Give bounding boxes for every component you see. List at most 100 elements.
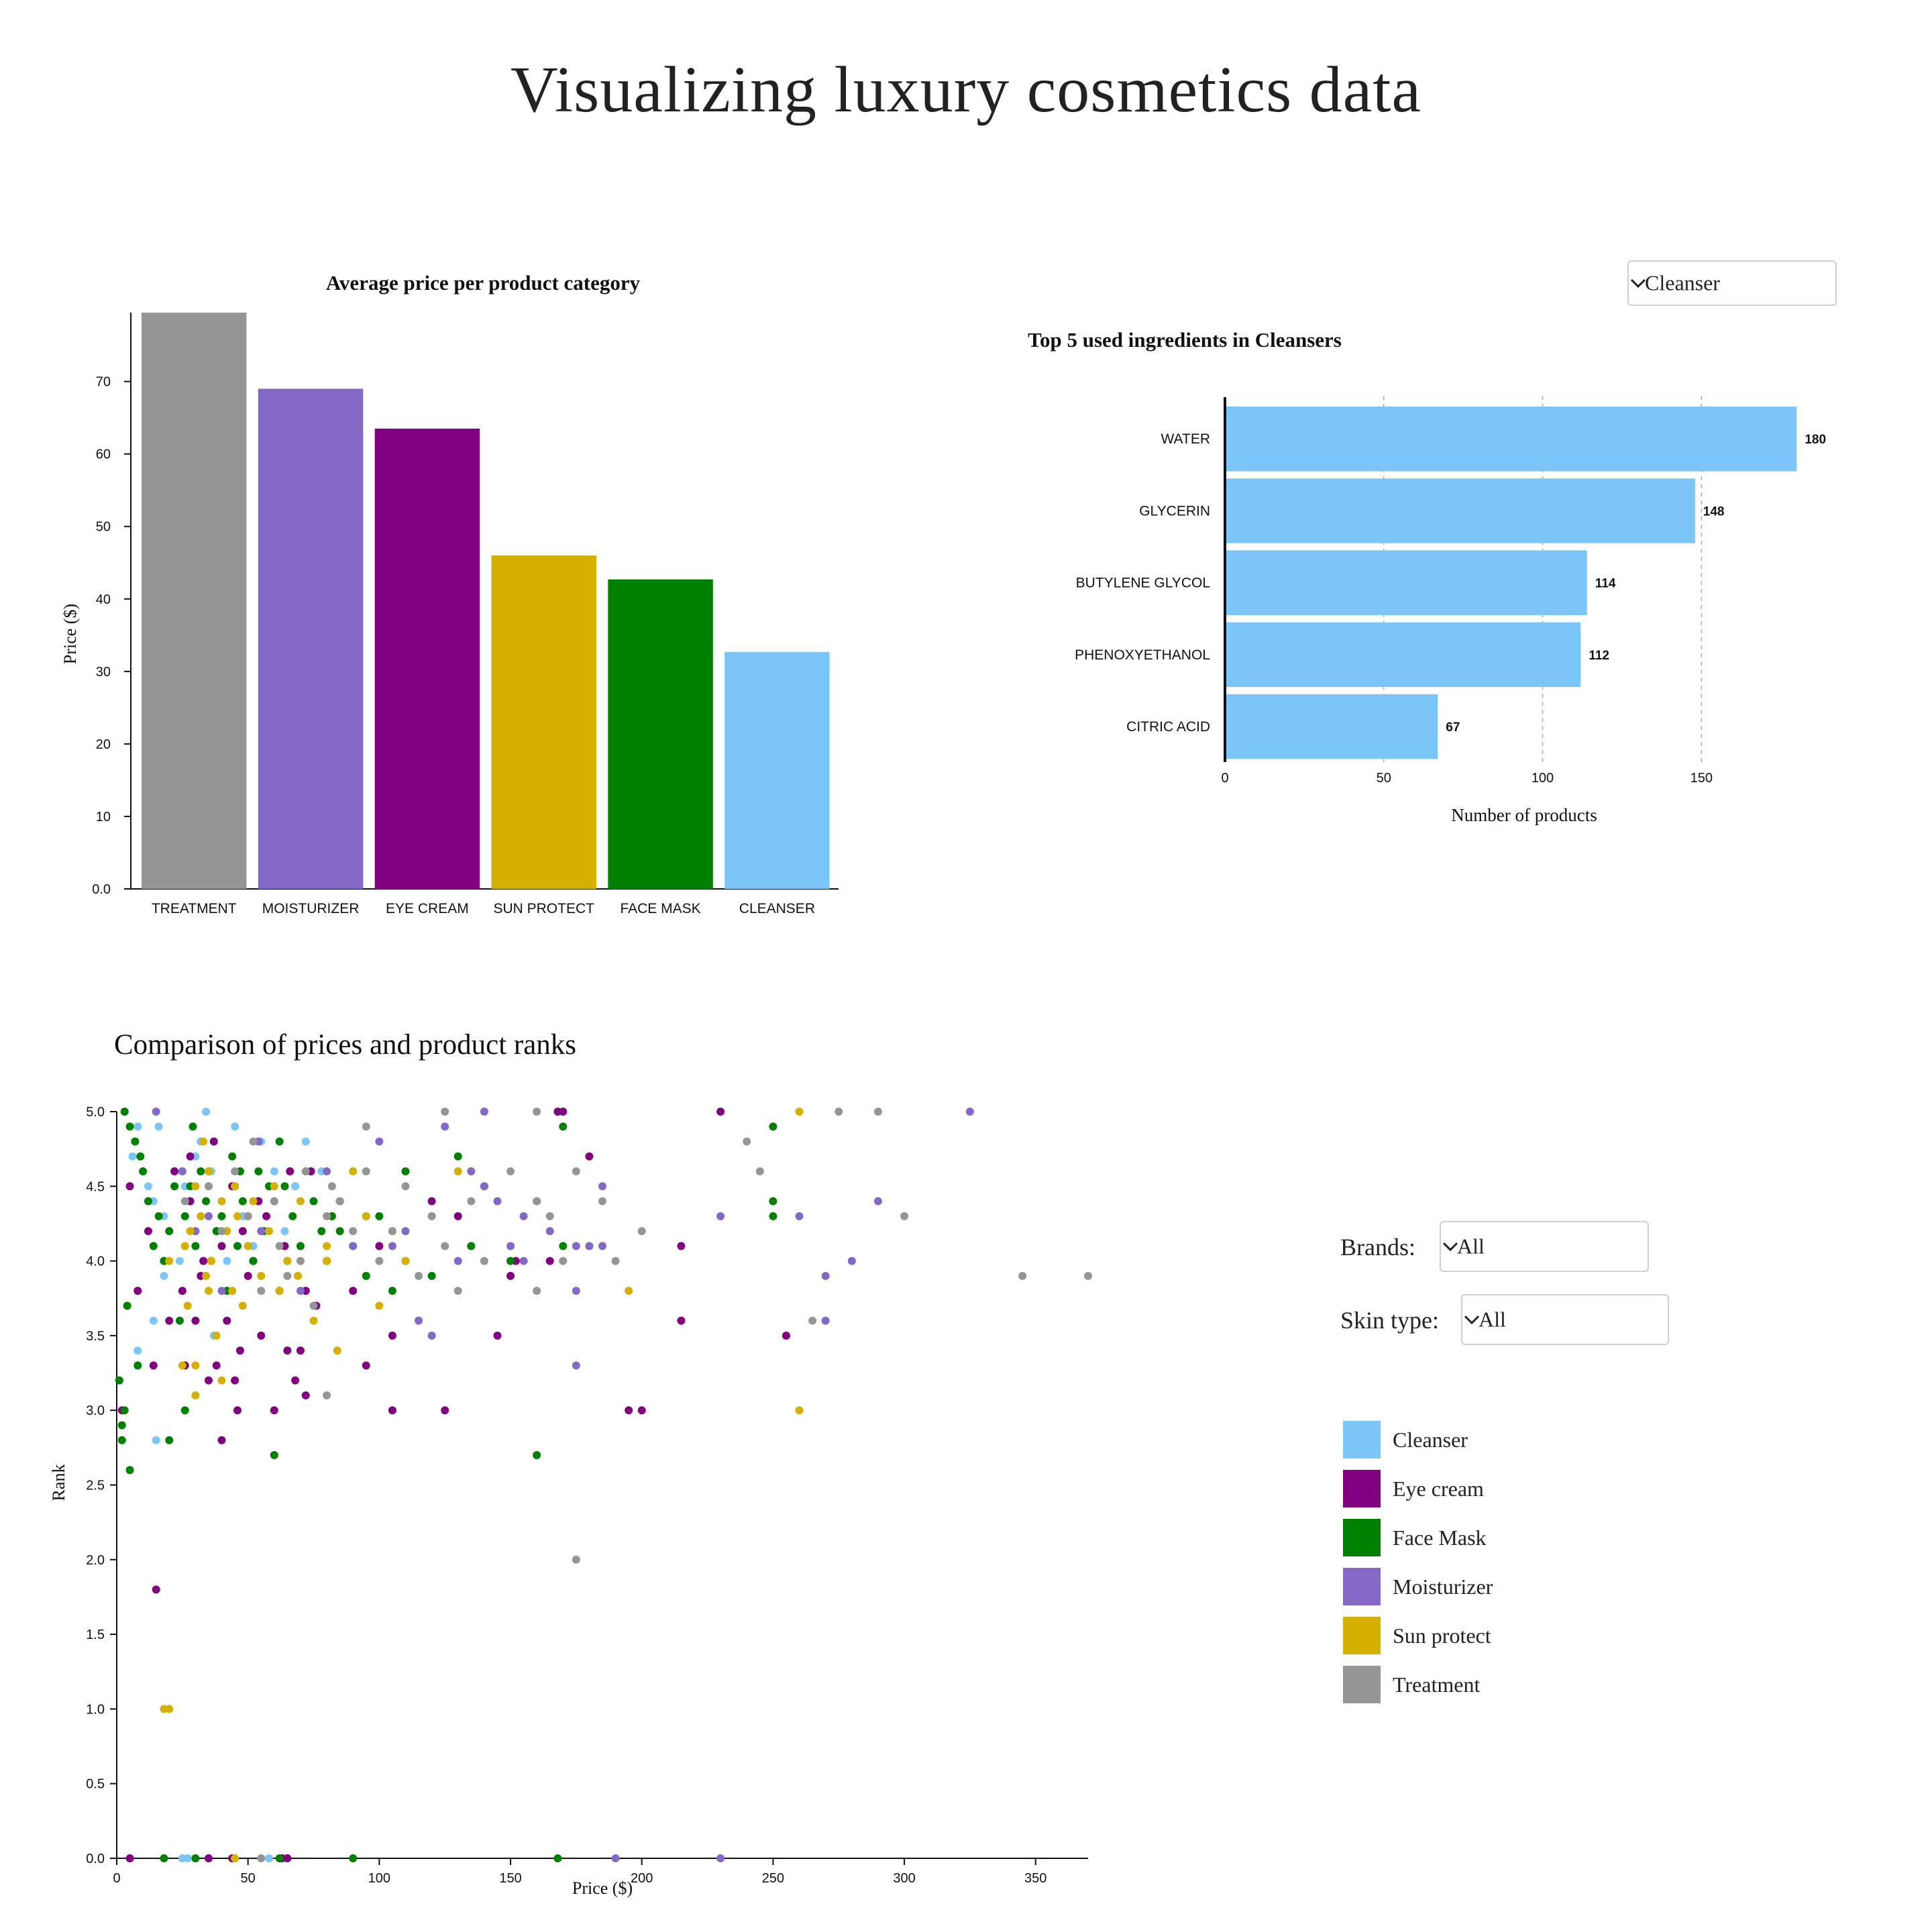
- point-sun-protect: [401, 1257, 410, 1265]
- point-face-mask: [249, 1257, 258, 1265]
- point-eye-cream: [286, 1167, 294, 1176]
- point-moisturizer: [598, 1182, 606, 1191]
- legend-item-face-mask[interactable]: Face Mask: [1343, 1519, 1544, 1558]
- legend-item-treatment[interactable]: Treatment: [1343, 1666, 1544, 1705]
- y-tick-label: 0.5: [86, 1777, 105, 1792]
- bar-sun-protect: [491, 555, 596, 889]
- point-sun-protect: [795, 1108, 804, 1116]
- point-face-mask: [160, 1854, 168, 1862]
- y-tick-label: 60: [96, 447, 111, 462]
- point-moisturizer: [480, 1182, 488, 1191]
- point-treatment: [362, 1167, 370, 1176]
- point-treatment: [217, 1227, 226, 1236]
- point-eye-cream: [204, 1376, 213, 1385]
- point-treatment: [249, 1137, 258, 1146]
- point-face-mask: [388, 1287, 396, 1295]
- point-face-mask: [506, 1257, 515, 1265]
- x-tick-label: 100: [1532, 771, 1554, 786]
- brands-select[interactable]: All: [1440, 1221, 1649, 1272]
- legend-item-sun-protect[interactable]: Sun protect: [1343, 1617, 1544, 1656]
- point-sun-protect: [228, 1287, 237, 1295]
- ingredient-bar: [1225, 407, 1797, 472]
- point-face-mask: [254, 1167, 263, 1176]
- point-face-mask: [117, 1436, 126, 1444]
- point-sun-protect: [323, 1242, 331, 1250]
- point-sun-protect: [294, 1271, 303, 1280]
- brands-label: Brands:: [1340, 1234, 1415, 1261]
- point-sun-protect: [186, 1227, 195, 1236]
- point-treatment: [283, 1271, 292, 1280]
- point-face-mask: [453, 1152, 462, 1161]
- point-face-mask: [349, 1854, 358, 1862]
- point-eye-cream: [283, 1346, 292, 1355]
- x-tick-label: MOISTURIZER: [262, 901, 360, 916]
- point-face-mask: [401, 1167, 410, 1176]
- legend-label: Moisturizer: [1393, 1575, 1493, 1599]
- y-tick-label: WATER: [1161, 431, 1211, 447]
- point-sun-protect: [233, 1212, 242, 1220]
- point-sun-protect: [191, 1182, 200, 1191]
- point-face-mask: [228, 1152, 237, 1161]
- point-eye-cream: [388, 1406, 396, 1415]
- point-sun-protect: [249, 1197, 258, 1206]
- legend-item-moisturizer[interactable]: Moisturizer: [1343, 1568, 1544, 1607]
- ingredients-chart-xlabel: Number of products: [1451, 805, 1597, 825]
- point-face-mask: [136, 1152, 145, 1161]
- point-eye-cream: [165, 1316, 174, 1325]
- point-eye-cream: [270, 1406, 278, 1415]
- point-sun-protect: [197, 1212, 205, 1220]
- legend-swatch: [1343, 1568, 1381, 1605]
- point-eye-cream: [637, 1406, 646, 1415]
- point-face-mask: [427, 1271, 436, 1280]
- point-eye-cream: [217, 1242, 226, 1250]
- y-tick-label: 2.0: [86, 1553, 105, 1568]
- point-eye-cream: [170, 1167, 179, 1176]
- legend-item-eye-cream[interactable]: Eye cream: [1343, 1470, 1544, 1509]
- point-eye-cream: [625, 1406, 633, 1415]
- point-eye-cream: [677, 1316, 686, 1325]
- x-tick-label: 150: [499, 1871, 521, 1886]
- point-face-mask: [189, 1122, 197, 1131]
- legend-label: Face Mask: [1393, 1526, 1487, 1550]
- x-tick-label: EYE CREAM: [386, 901, 469, 916]
- point-sun-protect: [231, 1854, 239, 1862]
- point-cleanser: [149, 1316, 158, 1325]
- point-treatment: [533, 1287, 541, 1295]
- point-sun-protect: [202, 1271, 211, 1280]
- legend-swatch: [1343, 1519, 1381, 1556]
- legend-item-cleanser[interactable]: Cleanser: [1343, 1421, 1544, 1460]
- legend-swatch: [1343, 1666, 1381, 1703]
- y-tick-label: 30: [96, 665, 111, 680]
- chevron-down-icon: [1630, 278, 1646, 288]
- point-eye-cream: [144, 1227, 152, 1236]
- point-moisturizer: [821, 1316, 830, 1325]
- x-tick-label: TREATMENT: [152, 901, 237, 916]
- value-label: 148: [1703, 504, 1725, 519]
- point-treatment: [598, 1197, 606, 1206]
- point-cleanser: [270, 1167, 278, 1176]
- point-treatment: [309, 1301, 318, 1310]
- brands-select-value: All: [1457, 1234, 1485, 1259]
- category-select[interactable]: Cleanser: [1627, 260, 1837, 306]
- point-treatment: [180, 1197, 189, 1206]
- bar-cleanser: [724, 651, 830, 889]
- point-cleanser: [133, 1122, 142, 1131]
- point-face-mask: [217, 1212, 226, 1220]
- point-eye-cream: [149, 1361, 158, 1370]
- legend-label: Sun protect: [1393, 1624, 1491, 1648]
- point-treatment: [900, 1212, 909, 1220]
- point-eye-cream: [506, 1271, 515, 1280]
- scatter-title: Comparison of prices and product ranks: [114, 1029, 576, 1061]
- point-treatment: [506, 1167, 515, 1176]
- point-sun-protect: [349, 1167, 358, 1176]
- ingredient-bar: [1225, 622, 1581, 688]
- point-cleanser: [128, 1152, 137, 1161]
- point-eye-cream: [362, 1361, 370, 1370]
- point-treatment: [301, 1167, 310, 1176]
- point-treatment: [453, 1287, 462, 1295]
- point-face-mask: [191, 1854, 200, 1862]
- x-tick-label: 50: [1377, 771, 1391, 786]
- skin-type-select[interactable]: All: [1461, 1294, 1669, 1345]
- point-eye-cream: [716, 1108, 725, 1116]
- point-face-mask: [123, 1301, 131, 1310]
